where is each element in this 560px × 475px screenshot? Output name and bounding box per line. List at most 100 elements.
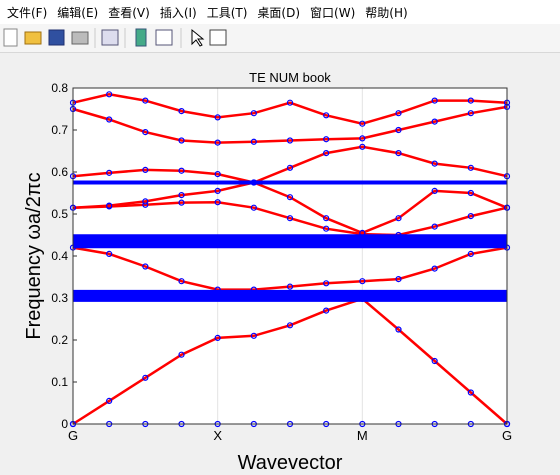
y-tick-label: 0.3 [51,291,68,305]
data-point [178,192,185,199]
series-line [72,181,508,235]
data-point [106,169,113,176]
data-point [178,278,185,285]
data-point [106,250,113,257]
series-line [72,93,508,125]
pointer-icon[interactable] [191,28,205,47]
data-point [286,164,294,171]
series-line [72,246,508,291]
series-line [72,200,508,237]
data-point [359,278,366,285]
data-point [178,107,185,115]
data-point [323,280,330,287]
property-icon[interactable] [209,29,227,46]
data-point [286,99,294,106]
x-tick-label: X [213,428,222,443]
series-line [72,297,508,426]
data-point [431,357,438,365]
data-point [323,112,330,119]
data-point [467,164,474,171]
data-point [106,116,113,123]
data-point [359,120,366,127]
open-icon[interactable] [24,31,42,45]
data-point [323,307,330,314]
colorbar-icon[interactable] [135,28,147,47]
data-point [431,223,438,230]
menu-item[interactable]: 帮助(H) [365,5,408,20]
menu-item[interactable]: 插入(I) [159,5,197,20]
axes-frame [72,87,508,425]
data-point [431,97,438,104]
menu-item[interactable]: 文件(F) [7,5,48,20]
data-point [359,135,366,142]
print-icon[interactable] [71,31,89,45]
series-line [72,145,508,184]
data-point [395,110,402,117]
y-axis-label: Frequency ωa/2πc [23,172,45,339]
data-point [142,166,149,174]
data-point [106,91,113,98]
data-point [286,215,294,222]
menu-item[interactable]: 查看(V) [108,5,150,20]
y-tick-label: 0.5 [51,207,68,221]
data-point [178,351,185,358]
y-tick-label: 0.4 [51,249,68,263]
series-line [72,105,508,144]
data-point [323,225,330,232]
y-tick-label: 0 [61,417,68,431]
toolbar [0,24,560,53]
data-point [467,213,474,220]
data-point [250,110,257,117]
data-point [286,137,294,144]
y-tick-label: 0.8 [51,81,68,95]
menu-item[interactable]: 窗口(W) [310,5,356,20]
data-point [142,128,149,136]
legend-icon[interactable] [155,29,173,46]
data-point [431,160,438,167]
data-point [178,137,185,144]
data-point [431,265,438,272]
data-point [323,215,330,222]
x-axis-label: Wavevector [238,452,343,474]
chart-title: TE NUM book [249,70,331,85]
data-point [286,194,294,201]
x-tick-label: M [357,428,368,443]
menu-item[interactable]: 桌面(D) [257,5,301,20]
data-point [431,118,438,125]
menu-bar: 文件(F) 编辑(E) 查看(V) 插入(I) 工具(T) 桌面(D) 窗口(W) 帮助(H) [0,0,560,24]
data-point [214,170,221,178]
data-point [467,110,474,117]
data-point [323,136,330,143]
data-point [431,187,438,194]
data-point [106,397,113,404]
data-point [286,322,294,329]
data-point [395,276,402,283]
link-icon[interactable] [101,29,119,46]
data-point [250,138,257,145]
data-point [250,332,257,339]
menu-item[interactable]: 编辑(E) [57,5,99,20]
x-tick-label: G [502,428,512,443]
x-tick-label: G [68,428,78,443]
data-point [214,114,221,121]
data-point [214,199,221,206]
data-point [359,143,366,150]
data-point [395,215,402,222]
data-point [286,283,294,290]
y-tick-label: 0.7 [51,123,68,137]
data-point [323,149,330,157]
new-icon[interactable] [3,28,18,47]
data-point [142,374,149,381]
menu-item[interactable]: 工具(T) [206,5,248,20]
data-point [142,198,149,205]
data-point [214,187,221,194]
save-icon[interactable] [48,29,65,46]
data-point [467,250,474,257]
data-point [214,334,221,341]
data-point [178,167,185,174]
data-point [395,326,402,333]
data-point [142,97,149,104]
axes-background [73,88,507,424]
